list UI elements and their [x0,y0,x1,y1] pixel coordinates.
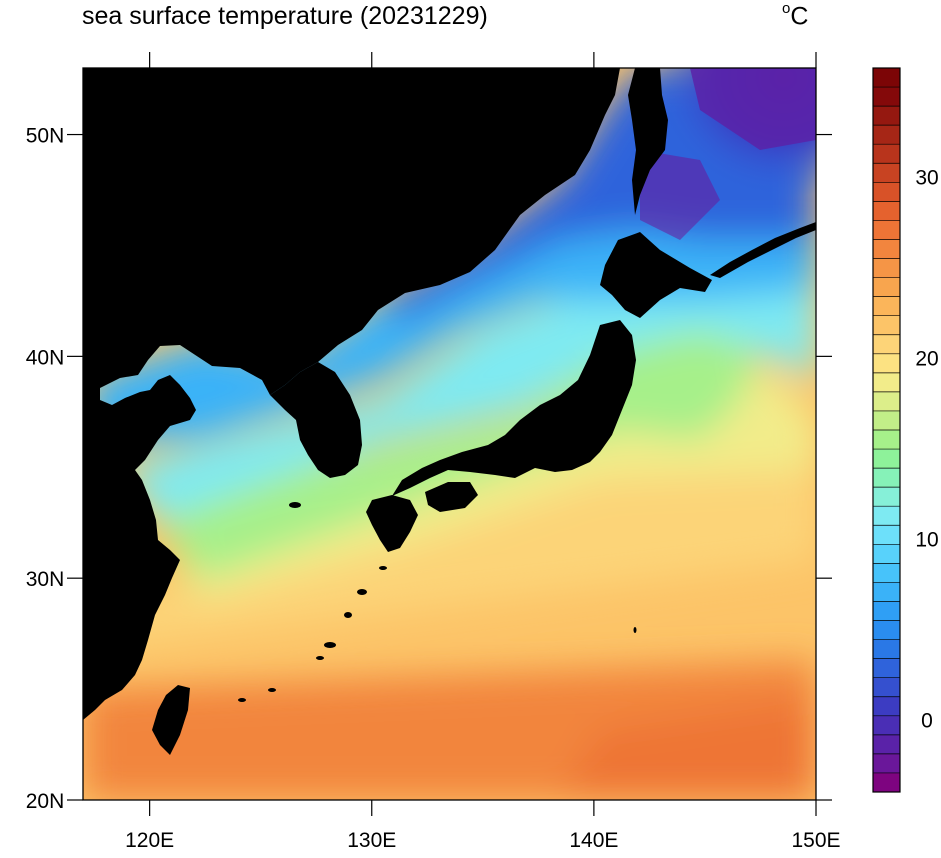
colorbar-segment [873,639,900,659]
colorbar-segment [873,87,900,107]
colorbar: 0 10 20 30 [872,67,939,793]
colorbar-segment [873,658,900,678]
colorbar-segment [873,544,900,564]
land-kyushu [366,495,418,552]
land-asia-mainland [83,68,620,720]
land-shikoku [425,482,478,512]
colorbar-segment [873,296,900,316]
colorbar-segment [873,277,900,297]
colorbar-segment [873,391,900,412]
colorbar-tick-label: 30 [915,167,938,190]
colorbar-segment [873,525,900,545]
lon-tick-label: 150E [791,829,840,852]
land-sakhalin [628,68,668,215]
sst-field [83,68,816,800]
lon-tick-label: 120E [125,829,174,852]
colorbar-segment [873,601,900,621]
colorbar-segment [873,163,900,183]
colorbar-frame [872,67,901,793]
colorbar-segment [873,734,900,755]
colorbar-segment [873,410,900,431]
degree-symbol: o [782,0,791,17]
colorbar-segment [873,239,900,259]
units-text: C [790,2,809,31]
lat-tick-label: 50N [26,125,65,148]
colorbar-segment [873,125,900,145]
colorbar-segment [873,258,900,278]
colorbar-segment [873,772,900,793]
colorbar-segment [873,201,900,221]
land-taiwan [152,685,190,755]
lon-tick-label: 130E [347,829,396,852]
map-frame [82,67,817,801]
map-title: sea surface temperature (20231229) [82,2,488,30]
land-honshu [392,320,636,496]
colorbar-segment [873,487,900,507]
colorbar-segment [873,315,900,336]
land-ryukyu [238,502,637,702]
colorbar-segment [873,182,900,202]
colorbar-segment [873,449,900,469]
colorbar-segment [873,506,900,526]
colorbar-segment [873,372,900,393]
land-hokkaido [600,232,712,318]
colorbar-segment [873,468,900,488]
colorbar-tick-label: 20 [915,348,938,371]
colorbar-segment [873,220,900,240]
colorbar-tick-label: 10 [915,529,938,552]
colorbar-tick-label: 0 [921,710,933,733]
lat-tick-label: 20N [26,790,65,813]
colorbar-segment [873,563,900,583]
lon-tick-label: 140E [569,829,618,852]
colorbar-segment [873,334,900,355]
units-label: oC [782,0,809,31]
colorbar-segment [873,620,900,640]
colorbar-segment [873,582,900,602]
axis-ticks: 120E 130E 140E 150E 50N 40N 30N 20N [26,52,841,852]
colorbar-segment [873,677,900,698]
colorbar-segment [873,430,900,450]
colorbar-segment [873,715,900,736]
colorbar-segment [873,696,900,717]
lat-tick-label: 30N [26,568,65,591]
colorbar-segment [873,353,900,374]
land-korea [270,362,362,478]
colorbar-segment [873,753,900,774]
land-kurils [710,222,816,278]
lat-tick-label: 40N [26,346,65,369]
colorbar-segment [873,144,900,164]
colorbar-segment [873,68,900,88]
colorbar-segment [873,106,900,126]
